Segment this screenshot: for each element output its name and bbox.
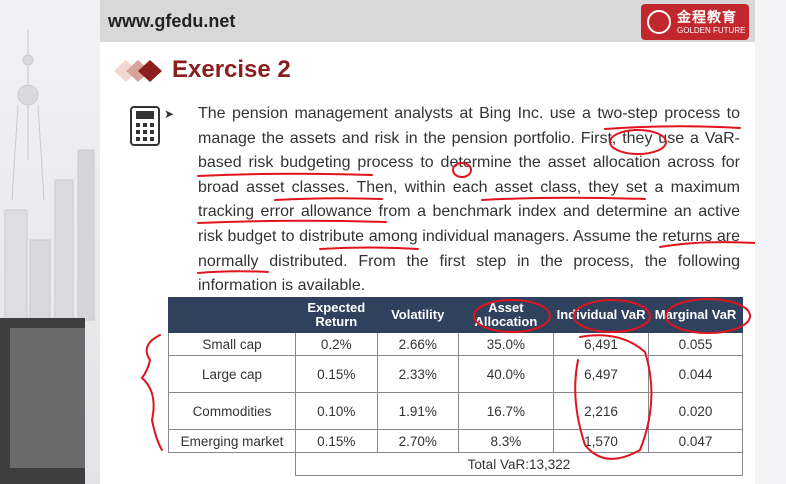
table-cell: 0.2%: [294, 332, 378, 356]
question-text: The pension management analysts at Bing …: [198, 105, 740, 295]
background-right: [755, 0, 786, 484]
table-cell: 8.3%: [457, 429, 555, 453]
table-header-row: Expected Return Volatility Asset Allocat…: [168, 297, 743, 333]
table-header-cell: Individual VaR: [553, 297, 650, 333]
logo-english-text: GOLDEN FUTURE: [677, 26, 746, 35]
table-cell: 6,497: [553, 355, 650, 393]
table-cell: 0.044: [648, 355, 743, 393]
table-cell: 2.66%: [376, 332, 459, 356]
slide: www.gfedu.net 金程教育 GOLDEN FUTURE Exercis…: [100, 0, 755, 484]
table-cell: Small cap: [168, 332, 296, 356]
diamond-bullets-icon: [114, 60, 162, 82]
table-row: Commodities 0.10% 1.91% 16.7% 2,216 0.02…: [168, 392, 743, 430]
question-text-block: ➤ The pension management analysts at Bin…: [164, 102, 740, 299]
info-table: Expected Return Volatility Asset Allocat…: [168, 297, 744, 476]
table-cell: 1,570: [553, 429, 650, 453]
table-cell: Large cap: [168, 355, 296, 393]
slide-title: Exercise 2: [172, 56, 291, 83]
table-cell: 0.047: [648, 429, 743, 453]
brand-logo: 金程教育 GOLDEN FUTURE: [641, 4, 749, 40]
table-header-cell: Asset Allocation: [457, 297, 555, 333]
webcam-video: [10, 328, 85, 468]
logo-seal-icon: [647, 10, 671, 34]
arrow-bullet-icon: ➤: [164, 107, 175, 121]
table-cell: 6,491: [553, 332, 650, 356]
table-cell: 1.91%: [376, 392, 459, 430]
table-cell: 0.055: [648, 332, 743, 356]
table-cell: 2.33%: [376, 355, 459, 393]
table-cell: 0.15%: [294, 429, 378, 453]
table-cell: 40.0%: [457, 355, 555, 393]
calculator-icon: [130, 106, 160, 146]
table-cell: 16.7%: [457, 392, 555, 430]
skyline-illustration: [4, 30, 95, 321]
table-cell: 2.70%: [376, 429, 459, 453]
webcam-overlay: [0, 318, 85, 484]
table-cell: 35.0%: [457, 332, 555, 356]
table-header-cell: [168, 297, 296, 333]
table-total-row: Total VaR:13,322: [169, 452, 744, 476]
table-cell: 2,216: [553, 392, 650, 430]
table-row: Emerging market 0.15% 2.70% 8.3% 1,570 0…: [168, 429, 743, 453]
table-cell: Commodities: [168, 392, 296, 430]
site-url: www.gfedu.net: [108, 11, 236, 31]
header-bar: www.gfedu.net 金程教育 GOLDEN FUTURE: [100, 0, 755, 42]
table-header-cell: Expected Return: [294, 297, 378, 333]
table-cell: Emerging market: [168, 429, 296, 453]
table-cell: 0.10%: [294, 392, 378, 430]
table-header-cell: Marginal VaR: [648, 297, 743, 333]
logo-chinese-text: 金程教育: [677, 9, 737, 25]
table-cell: 0.020: [648, 392, 743, 430]
table-header-cell: Volatility: [376, 297, 459, 333]
table-cell: 0.15%: [294, 355, 378, 393]
table-row: Small cap 0.2% 2.66% 35.0% 6,491 0.055: [168, 332, 743, 356]
total-var-cell: Total VaR:13,322: [294, 452, 744, 476]
table-cell-empty: [169, 453, 296, 476]
table-row: Large cap 0.15% 2.33% 40.0% 6,497 0.044: [168, 355, 743, 393]
